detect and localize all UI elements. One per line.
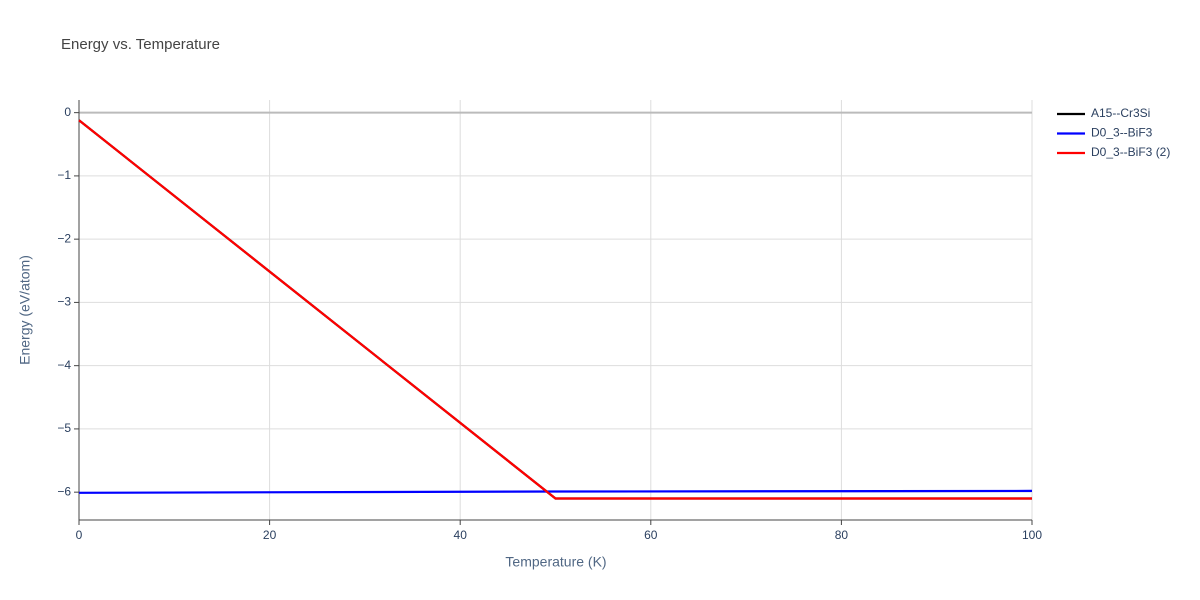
y-axis-title: Energy (eV/atom) <box>17 255 33 365</box>
x-tick-label: 80 <box>835 528 849 542</box>
x-tick-label: 60 <box>644 528 658 542</box>
chart-title: Energy vs. Temperature <box>61 36 220 53</box>
x-tick-label: 40 <box>454 528 468 542</box>
y-tick-label: −3 <box>57 295 71 309</box>
series-line <box>78 489 1033 494</box>
legend-label: D0_3--BiF3 <box>1091 126 1153 140</box>
y-tick-label: −2 <box>57 231 71 245</box>
y-tick-label: −5 <box>57 421 71 435</box>
legend-label: D0_3--BiF3 (2) <box>1091 145 1170 159</box>
y-tick-label: −1 <box>57 168 71 182</box>
x-tick-label: 100 <box>1022 528 1042 542</box>
y-tick-label: −4 <box>57 358 71 372</box>
x-tick-label: 0 <box>76 528 83 542</box>
x-tick-label: 20 <box>263 528 277 542</box>
series-line <box>78 119 1032 500</box>
y-tick-label: −6 <box>57 484 71 498</box>
y-tick-label: 0 <box>64 105 71 119</box>
series-line <box>78 119 1032 500</box>
legend-label: A15--Cr3Si <box>1091 106 1150 120</box>
x-axis-title: Temperature (K) <box>505 554 606 570</box>
